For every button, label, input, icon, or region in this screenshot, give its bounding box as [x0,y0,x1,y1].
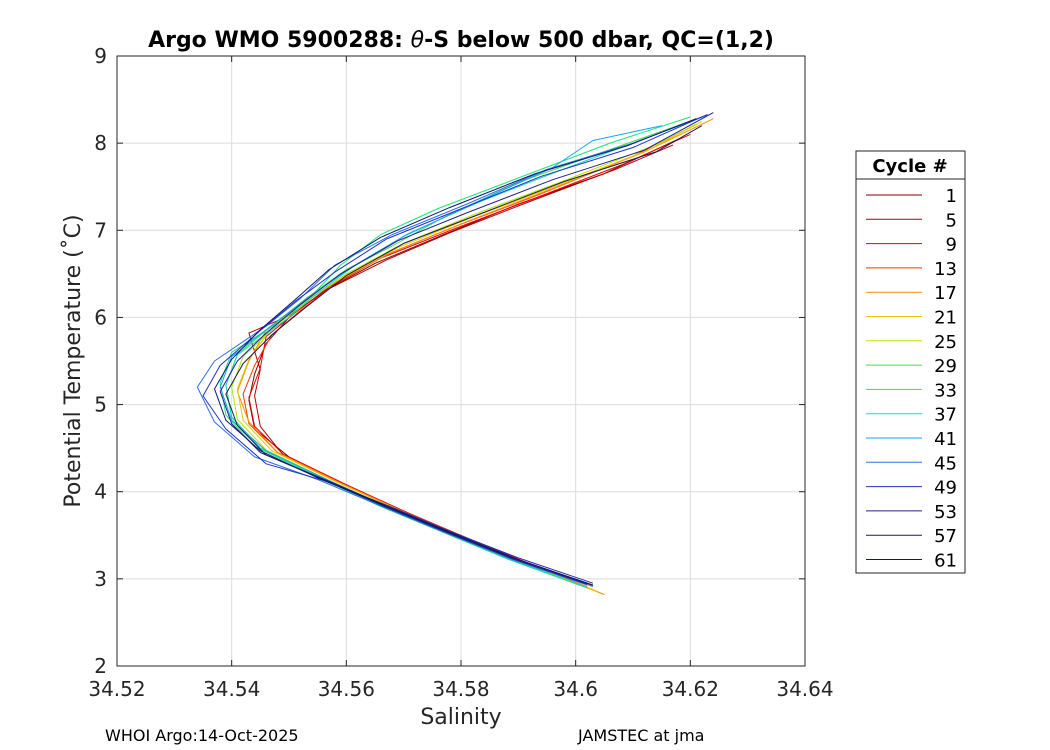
x-tick-label: 34.56 [318,677,375,701]
chart-title: Argo WMO 5900288: θ-S below 500 dbar, QC… [148,28,774,53]
legend-items: 1 5 9 13 17 21 25 29 33 37 41 45 49 53 57 61 [866,186,957,572]
x-tick-label: 34.54 [203,677,260,701]
series-line-cycle-33 [219,116,691,587]
chart-title-suffix: -S below 500 dbar, QC=(1,2) [424,28,774,53]
legend-label: 25 [934,332,957,353]
x-tick-label: 34.6 [553,677,598,701]
legend-label: 41 [934,429,957,450]
series-line-cycle-49 [202,113,708,584]
legend-label: 53 [934,502,957,523]
x-tick-label: 34.58 [432,677,489,701]
footer-right: JAMSTEC at jma [577,726,704,745]
y-tick-label: 5 [94,393,107,417]
series-line-cycle-45 [196,116,702,586]
x-tick-label: 34.52 [88,677,145,701]
legend-box [855,150,966,574]
chart-title-theta: θ [411,28,425,53]
legend-label: 37 [934,405,957,426]
series-group [196,112,714,595]
legend-label: 17 [934,283,957,304]
y-tick-label: 2 [94,654,107,678]
series-line-cycle-61 [214,118,697,584]
x-tick-label: 34.62 [662,677,719,701]
legend-label: 45 [934,453,957,474]
series-line-cycle-57 [225,125,703,586]
y-tick-label: 3 [94,567,107,591]
y-tick-label: 6 [94,305,107,329]
legend-label: 49 [934,478,957,499]
legend-label: 5 [946,210,957,231]
series-line-cycle-53 [219,112,714,585]
y-tick-label: 8 [94,131,107,155]
y-axis-label: Potential Temperature (˚C) [61,214,86,507]
x-axis-label: Salinity [420,705,501,730]
legend-label: 57 [934,526,957,547]
legend-title: Cycle # [872,156,947,177]
x-tick-label: 34.64 [776,677,833,701]
chart-title-prefix: Argo WMO 5900288: [148,28,411,53]
legend-label: 1 [946,186,957,207]
y-tick-label: 7 [94,218,107,242]
series-line-cycle-13 [242,127,691,588]
legend-label: 13 [934,259,957,280]
y-tick-label: 9 [94,44,107,68]
legend: Cycle # 1 5 9 13 17 21 25 29 33 37 41 45 49 53 57 61 [855,150,966,574]
legend-label: 21 [934,308,957,329]
legend-label: 33 [934,380,957,401]
axis-ticks: 34.52 34.54 34.56 34.58 34.6 34.62 34.64 2 3 4 5 6 7… [88,44,833,701]
legend-label: 9 [946,235,957,256]
y-tick-label: 4 [94,480,107,504]
legend-label: 61 [934,551,957,572]
footer-left: WHOI Argo:14-Oct-2025 [105,726,299,745]
legend-label: 29 [934,356,957,377]
